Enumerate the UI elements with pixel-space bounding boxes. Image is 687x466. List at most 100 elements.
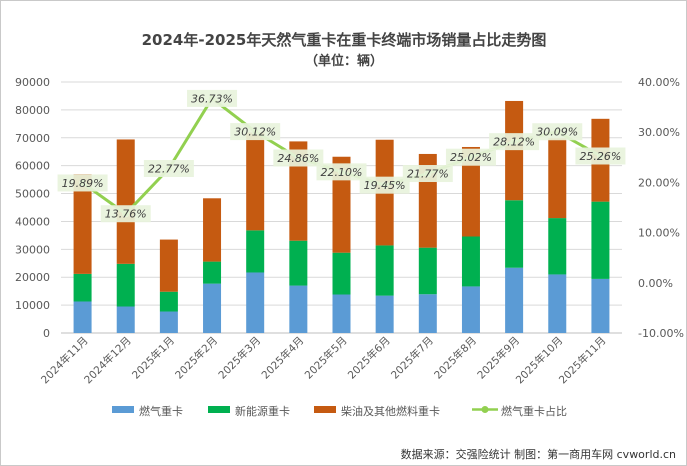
bar-segment-2 — [203, 261, 222, 284]
bar-segment-3 — [461, 146, 480, 237]
bar-segment-1 — [332, 294, 351, 333]
x-tick-label: 2025年4月 — [259, 334, 307, 382]
y-left-tick-label: 90000 — [15, 76, 50, 89]
y-left-tick-label: 40000 — [15, 215, 50, 228]
share-label: 25.02% — [450, 151, 492, 164]
bar-segment-2 — [116, 263, 135, 307]
bar-segment-2 — [332, 252, 351, 295]
x-tick-label: 2025年2月 — [172, 334, 220, 382]
x-tick-label: 2025年6月 — [345, 334, 393, 382]
y-left-tick-label: 50000 — [15, 188, 50, 201]
share-label: 30.09% — [536, 126, 578, 139]
y-left-tick-label: 10000 — [15, 299, 50, 312]
legend-swatch-marker — [481, 406, 489, 413]
share-label-bg — [445, 148, 496, 166]
bar-segment-2 — [461, 236, 480, 287]
bar-segment-3 — [116, 139, 135, 264]
share-label-bg — [532, 123, 583, 141]
y-axis-left: 0 10000 20000 30000 40000 50000 60000 70000 8000… — [15, 76, 50, 340]
bar-segment-2 — [73, 273, 92, 302]
chart-subtitle: （单位：辆） — [305, 53, 383, 69]
legend-label: 柴油及其他燃料重卡 — [341, 404, 440, 418]
share-label: 28.12% — [493, 136, 535, 149]
share-label-bg — [359, 176, 410, 194]
y-right-tick-label: 20.00% — [638, 176, 680, 189]
bar-segment-3 — [159, 239, 178, 292]
bar-segment-2 — [548, 218, 567, 275]
share-label-bg — [489, 133, 540, 151]
share-label: 25.26% — [579, 150, 621, 163]
x-tick-label: 2025年3月 — [216, 334, 264, 382]
y-left-tick-label: 70000 — [15, 132, 50, 145]
legend: 燃气重卡 新能源重卡 柴油及其他燃料重卡 燃气重卡占比 — [112, 404, 567, 418]
share-label: 21.77% — [407, 168, 449, 181]
x-tick-label: 2025年1月 — [129, 334, 177, 382]
chart-title: 2024年-2025年天然气重卡在重卡终端市场销量占比走势图 — [142, 31, 547, 49]
share-label: 13.76% — [105, 208, 147, 221]
bar-segment-1 — [375, 295, 394, 333]
y-right-tick-label: 0.00% — [638, 277, 673, 290]
share-label-bg — [575, 147, 626, 165]
bar-segment-1 — [461, 286, 480, 333]
legend-label: 燃气重卡占比 — [501, 404, 567, 418]
share-label-bg — [57, 174, 108, 192]
share-label: 22.10% — [321, 166, 363, 179]
y-right-tick-label: 40.00% — [638, 76, 680, 89]
bar-segment-2 — [289, 240, 308, 286]
share-label-bg — [402, 165, 453, 183]
share-label-bg — [316, 163, 367, 181]
share-label: 36.73% — [191, 92, 233, 105]
bar-segment-1 — [159, 311, 178, 333]
x-tick-label: 2025年5月 — [302, 334, 350, 382]
bar-segment-1 — [548, 274, 567, 333]
legend-label: 燃气重卡 — [139, 404, 183, 418]
legend-swatch — [112, 406, 134, 413]
share-label: 30.12% — [234, 126, 276, 139]
y-right-tick-label: 30.00% — [638, 126, 680, 139]
share-label: 22.77% — [148, 162, 190, 175]
bar-segment-2 — [375, 245, 394, 296]
y-left-tick-label: 0 — [43, 327, 50, 340]
bar-segment-3 — [548, 138, 567, 219]
bar-segment-1 — [246, 272, 265, 333]
legend-label: 新能源重卡 — [235, 404, 290, 418]
bar-segment-1 — [116, 306, 135, 333]
bar-segment-2 — [505, 200, 524, 268]
bar-segment-3 — [73, 174, 92, 274]
bar-segment-3 — [246, 132, 265, 231]
bar-segment-1 — [591, 278, 610, 333]
bar-segment-1 — [289, 285, 308, 333]
bar-segment-1 — [505, 267, 524, 333]
bar-segment-1 — [203, 283, 222, 333]
x-tick-label: 2025年9月 — [475, 334, 523, 382]
share-label: 24.86% — [277, 152, 319, 165]
y-right-tick-label: -10.00% — [638, 327, 684, 340]
legend-swatch — [314, 406, 336, 413]
share-label: 19.89% — [62, 177, 104, 190]
y-left-tick-label: 80000 — [15, 104, 50, 117]
share-label-bg — [187, 89, 238, 107]
bar-segment-2 — [591, 201, 610, 279]
bar-segment-2 — [159, 291, 178, 312]
data-source: 数据来源：交强险统计 制图：第一商用车网 cvworld.cn — [401, 447, 676, 461]
x-tick-label: 2025年8月 — [431, 334, 479, 382]
y-right-tick-label: 10.00% — [638, 227, 680, 240]
bar-segment-3 — [505, 100, 524, 201]
share-line-layer: 19.89% 13.76% 22.77% 36.73% 30.12%24.86%22.1… — [57, 89, 626, 223]
share-label-bg — [230, 123, 281, 141]
x-tick-label: 2025年7月 — [388, 334, 436, 382]
y-axis-right: -10.00% 0.00% 10.00% 20.00% 30.00% 40.00% — [638, 76, 684, 340]
y-left-tick-label: 30000 — [15, 243, 50, 256]
bar-segment-1 — [418, 294, 437, 333]
share-label: 19.45% — [364, 179, 406, 192]
bar-segment-2 — [246, 230, 265, 273]
bar-segment-3 — [332, 156, 351, 253]
bar-segment-3 — [203, 198, 222, 262]
y-left-tick-label: 20000 — [15, 271, 50, 284]
bar-segment-2 — [418, 247, 437, 295]
x-axis: 2024年11月2024年12月2025年1月2025年2月2025年3月202… — [38, 334, 608, 386]
share-label-bg — [100, 205, 151, 223]
legend-swatch — [208, 406, 230, 413]
